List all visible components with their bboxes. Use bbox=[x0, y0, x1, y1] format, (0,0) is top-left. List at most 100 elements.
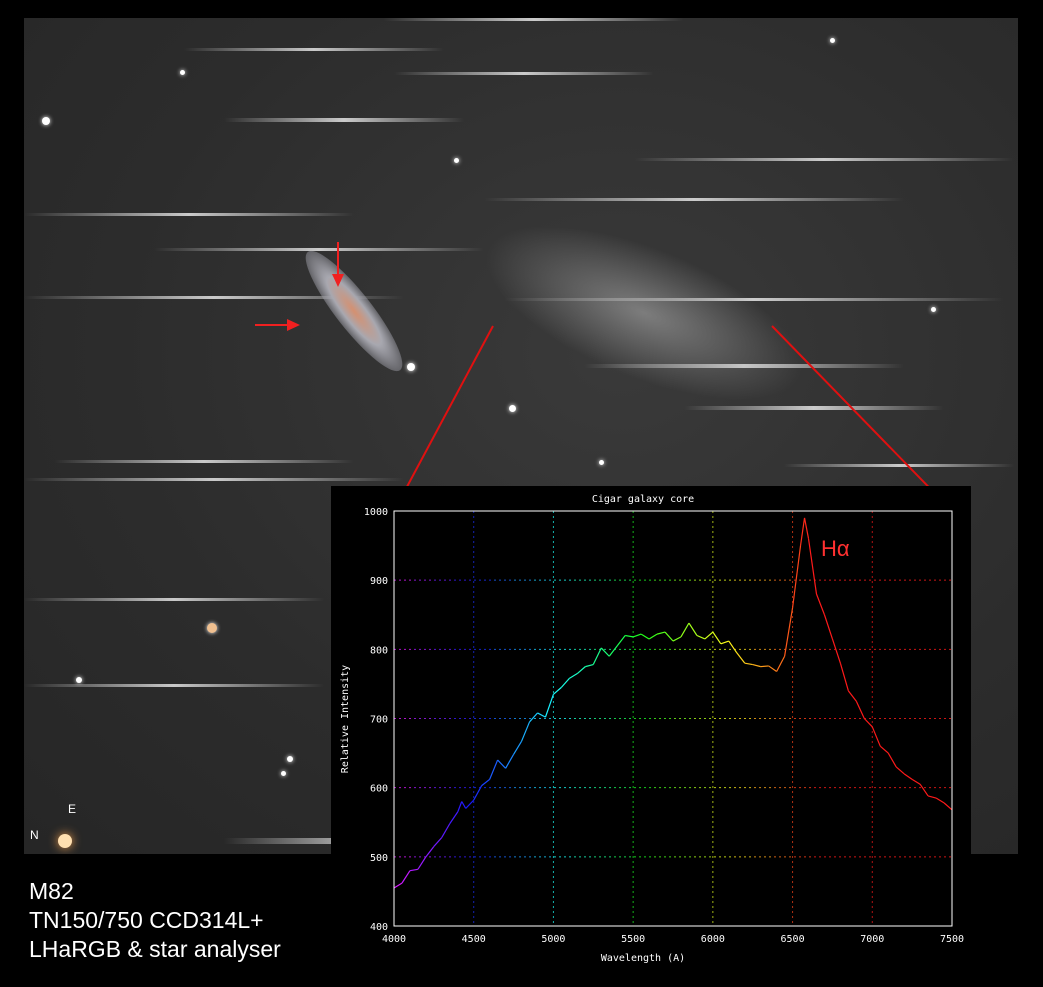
x-tick-label: 6500 bbox=[781, 934, 805, 945]
spectrum-segment bbox=[569, 673, 578, 679]
spectrum-segment bbox=[441, 823, 451, 838]
spectrum-segment bbox=[520, 721, 531, 742]
spectrum-segment bbox=[449, 811, 459, 824]
spectrum-segment bbox=[497, 759, 507, 769]
spectrum-segment bbox=[803, 517, 810, 539]
spectrum-segment bbox=[616, 635, 626, 647]
spectrum-segment bbox=[461, 801, 467, 809]
spectrum-segment bbox=[863, 718, 873, 728]
spectrum-segment bbox=[847, 690, 857, 702]
compass-east-label: E bbox=[68, 802, 77, 816]
spectrum-segment bbox=[903, 773, 913, 780]
spectrum-segment bbox=[911, 778, 921, 785]
spectrum-segment bbox=[895, 766, 905, 775]
spectrum-segment bbox=[768, 665, 777, 672]
x-tick-label: 7500 bbox=[940, 934, 964, 945]
arrow-down-icon bbox=[332, 242, 344, 287]
spectrum-segment bbox=[839, 663, 849, 691]
y-tick-label: 700 bbox=[370, 715, 388, 726]
x-tick-label: 4500 bbox=[462, 934, 486, 945]
spectrum-segment bbox=[632, 633, 642, 638]
spectrum-segment bbox=[640, 633, 650, 640]
spectrum-segment bbox=[831, 638, 841, 664]
y-tick-label: 1000 bbox=[364, 507, 388, 518]
y-tick-label: 900 bbox=[370, 576, 388, 587]
y-tick-label: 400 bbox=[370, 922, 388, 933]
spectrum-segment bbox=[887, 752, 897, 768]
spectrum-segment bbox=[776, 655, 786, 672]
spectrum-segment bbox=[481, 778, 491, 787]
spectrum-segment bbox=[425, 846, 435, 858]
y-tick-label: 500 bbox=[370, 853, 388, 864]
spectrum-chart: Cigar galaxy core Wavelength (A) Relativ… bbox=[331, 486, 971, 966]
spectrum-segment bbox=[553, 686, 562, 695]
spectrum-segment bbox=[489, 759, 499, 780]
spectrum-segment bbox=[473, 785, 483, 801]
spectrum-segment bbox=[433, 837, 443, 847]
spectrum-segment bbox=[799, 517, 806, 546]
caption: M82 TN150/750 CCD314L+ LHaRGB & star ana… bbox=[29, 877, 281, 964]
spectrum-segment bbox=[823, 614, 833, 640]
x-tick-label: 6000 bbox=[701, 934, 725, 945]
spectrum-segment bbox=[927, 795, 937, 799]
spectrum-segment bbox=[576, 666, 586, 674]
spectrum-segment bbox=[417, 856, 427, 870]
spectrum-segment bbox=[696, 634, 706, 640]
spectrum-segment bbox=[871, 726, 881, 747]
spectrum-segment bbox=[784, 607, 794, 657]
spectrum-segment bbox=[560, 677, 570, 688]
spectrum-segment bbox=[664, 631, 674, 642]
spectrum-segment bbox=[585, 663, 594, 668]
spectrum-segment bbox=[648, 633, 658, 640]
x-tick-label: 7000 bbox=[860, 934, 884, 945]
spectrum-segment bbox=[680, 622, 690, 638]
x-tick-label: 5500 bbox=[621, 934, 645, 945]
spectrum-segment bbox=[815, 593, 826, 615]
spectrum-segment bbox=[728, 640, 738, 654]
compass-north-label: N bbox=[30, 828, 39, 842]
arrow-right-icon bbox=[255, 319, 300, 331]
spectrum-segment bbox=[736, 652, 746, 664]
spectrum-segment bbox=[465, 799, 475, 809]
caption-method: LHaRGB & star analyser bbox=[29, 936, 281, 962]
spectrum-segment bbox=[393, 882, 403, 889]
spectrum-segment bbox=[529, 712, 538, 723]
spectrum-segment bbox=[919, 783, 929, 797]
plot-frame bbox=[393, 510, 953, 927]
spectrum-segment bbox=[513, 741, 523, 755]
spectrum-segment bbox=[625, 634, 634, 638]
spectrum-segment bbox=[409, 868, 419, 872]
spectrum-segment bbox=[760, 665, 769, 668]
spectrum-segment bbox=[600, 647, 610, 657]
spectrum-segment bbox=[608, 645, 618, 657]
y-axis-label: Relative Intensity bbox=[340, 665, 351, 773]
zoom-line-left bbox=[393, 325, 494, 512]
spectrum-segment bbox=[505, 754, 515, 769]
spectrum-segment bbox=[855, 700, 865, 719]
caption-object: M82 bbox=[29, 878, 74, 904]
y-tick-label: 800 bbox=[370, 645, 388, 656]
spectrum-segment bbox=[656, 631, 666, 635]
x-tick-label: 4000 bbox=[382, 934, 406, 945]
spectrum-segment bbox=[688, 622, 698, 636]
spectrum-segment bbox=[943, 802, 953, 811]
spectrum-segment bbox=[935, 797, 945, 804]
y-tick-label: 600 bbox=[370, 784, 388, 795]
spectrum-segment bbox=[704, 631, 714, 640]
spectrum-segment bbox=[744, 662, 753, 666]
spectrum-segment bbox=[592, 647, 602, 665]
spectrum-segment bbox=[879, 745, 889, 754]
spectrum-segment bbox=[720, 640, 729, 645]
zoom-line-right bbox=[771, 325, 953, 512]
h-alpha-annotation: Hα bbox=[821, 536, 850, 561]
caption-equipment: TN150/750 CCD314L+ bbox=[29, 907, 264, 933]
spectrum-segment bbox=[712, 631, 722, 645]
x-tick-label: 5000 bbox=[541, 934, 565, 945]
spectrum-segment bbox=[672, 636, 682, 642]
spectrum-segment bbox=[807, 538, 818, 595]
spectrum-segment bbox=[791, 545, 802, 608]
x-axis-label: Wavelength (A) bbox=[601, 953, 685, 964]
spectrum-segment bbox=[457, 801, 463, 813]
spectrum-chart-svg: Cigar galaxy core Wavelength (A) Relativ… bbox=[340, 494, 964, 964]
